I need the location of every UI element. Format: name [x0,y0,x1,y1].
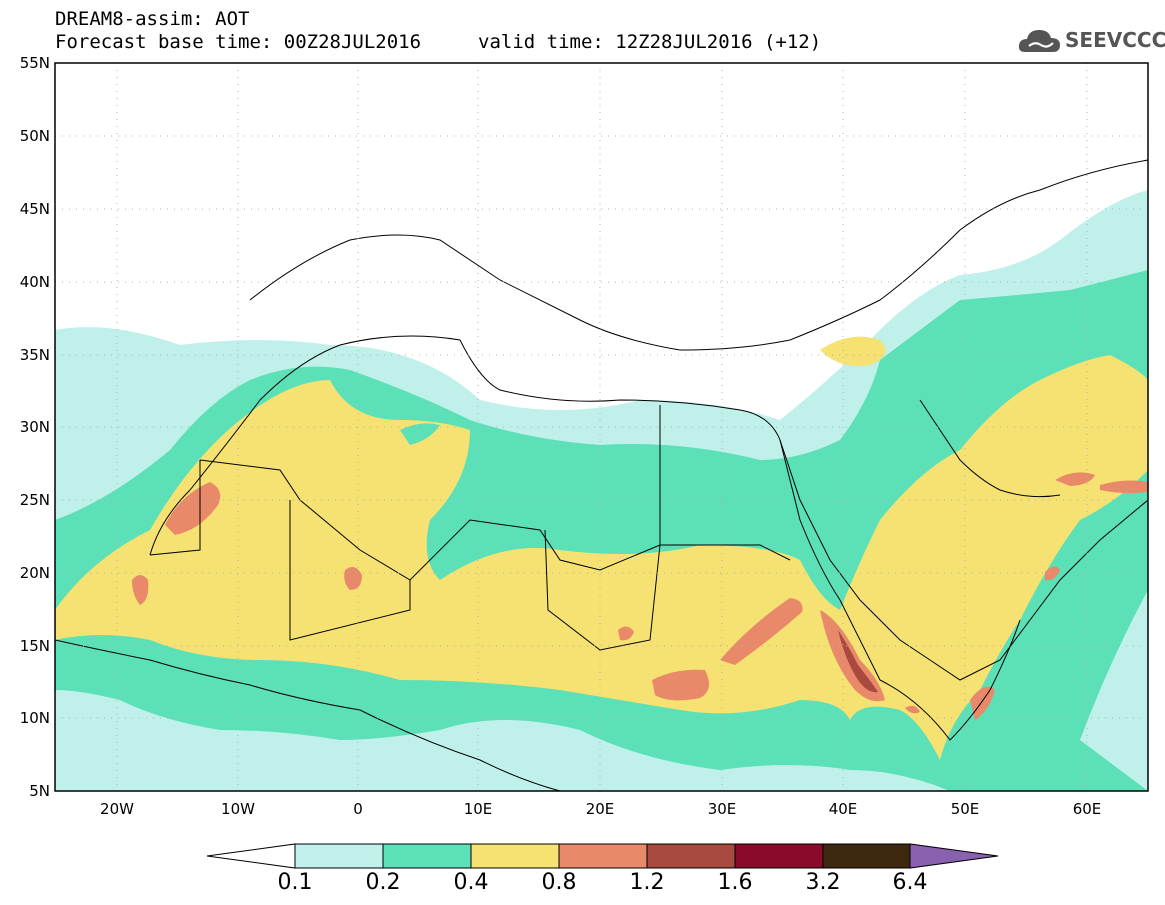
lat-label-30n: 30N [19,418,50,436]
lat-label-50n: 50N [19,127,50,145]
colorbar-value: 0.4 [453,870,489,895]
coastlines [55,159,1148,791]
colorbar-value: 3.2 [805,870,841,895]
colorbar-lower-arrow [206,843,296,869]
lon-label-10e: 10E [463,800,493,818]
lon-label-20w: 20W [100,800,134,818]
colorbar [206,843,999,869]
colorbar-value: 0.8 [541,870,577,895]
seevccc-logo: SEEVCCC [1017,24,1165,56]
colorbar-upper-arrow [909,843,999,869]
colorbar-value: 1.6 [717,870,753,895]
forecast-base-time: Forecast base time: 00Z28JUL2016 [55,31,422,53]
lon-label-40e: 40E [828,800,858,818]
lat-label-10n: 10N [19,709,50,727]
lat-label-35n: 35N [19,346,50,364]
lon-label-60e: 60E [1072,800,1102,818]
grid [55,63,1148,791]
lat-label-25n: 25N [19,491,50,509]
chart-title: DREAM8-assim: AOT [55,8,250,30]
map-frame [54,62,1149,792]
lon-label-10w: 10W [221,800,255,818]
colorbar-swatch-6 [734,843,824,869]
lat-label-5n: 5N [29,782,50,800]
lat-label-15n: 15N [19,637,50,655]
valid-time: valid time: 12Z28JUL2016 (+12) [478,31,822,53]
colorbar-value: 0.1 [277,870,313,895]
colorbar-value: 1.2 [629,870,665,895]
colorbar-swatch-4 [558,843,648,869]
colorbar-swatch-1 [294,843,384,869]
lat-label-55n: 55N [19,54,50,72]
colorbar-value: 6.4 [892,870,928,895]
lon-label-30e: 30E [707,800,737,818]
colorbar-swatch-5 [646,843,736,869]
colorbar-value: 0.2 [365,870,401,895]
lat-label-45n: 45N [19,200,50,218]
lat-label-40n: 40N [19,273,50,291]
lon-label-0: 0 [353,800,363,818]
lat-label-20n: 20N [19,564,50,582]
logo-text: SEEVCCC [1065,28,1165,52]
lon-label-20e: 20E [585,800,615,818]
cloud-icon [1018,30,1060,52]
lon-label-50e: 50E [950,800,980,818]
colorbar-swatch-7 [822,843,911,869]
colorbar-swatch-3 [470,843,560,869]
colorbar-swatch-2 [382,843,472,869]
